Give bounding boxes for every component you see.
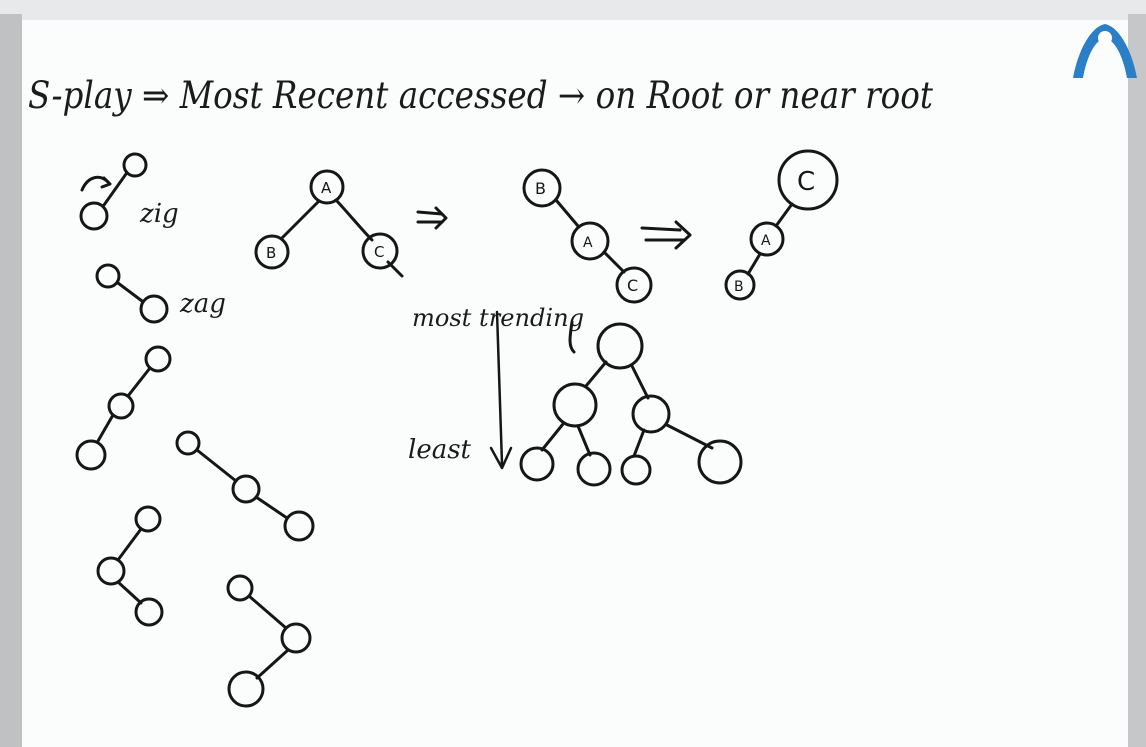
splay-tree-middle [522,168,653,304]
left-chain-sketch [75,345,172,471]
tree3-node-c-label: C [797,167,815,197]
least-label: least [408,435,472,465]
tree1-node-c-label: C [374,243,384,261]
zag-sketch [95,263,169,324]
trending-tree-sketch [519,320,743,487]
tree3-node-a-label: A [761,233,771,249]
board-right-frame [1128,14,1146,747]
right-chain-sketch [175,430,315,542]
down-arrow-icon [489,310,513,470]
zig-label: zig [139,199,179,229]
tree2-node-a-label: A [583,235,593,251]
zigzag-left-sketch [96,505,164,627]
splay-tree-before [254,169,404,278]
tree2-node-c-label: C [627,276,638,295]
tree1-node-a-label: A [321,179,332,197]
zig-sketch [79,152,148,231]
tree3-node-b-label: B [734,279,744,295]
splay-tree-after [724,149,839,301]
logo-icon [1073,24,1137,78]
board-top-rail [0,0,1146,22]
transform-arrow-icon-2 [640,220,692,250]
zag-label: zag [179,289,226,319]
board-left-frame [0,14,22,747]
tree2-node-b-label: B [535,179,546,198]
transform-arrow-icon [416,206,448,230]
heading-text: S-play ⇒ Most Recent accessed → on Root … [28,74,933,117]
tree1-node-b-label: B [266,244,276,262]
zigzag-right-sketch [226,574,312,708]
